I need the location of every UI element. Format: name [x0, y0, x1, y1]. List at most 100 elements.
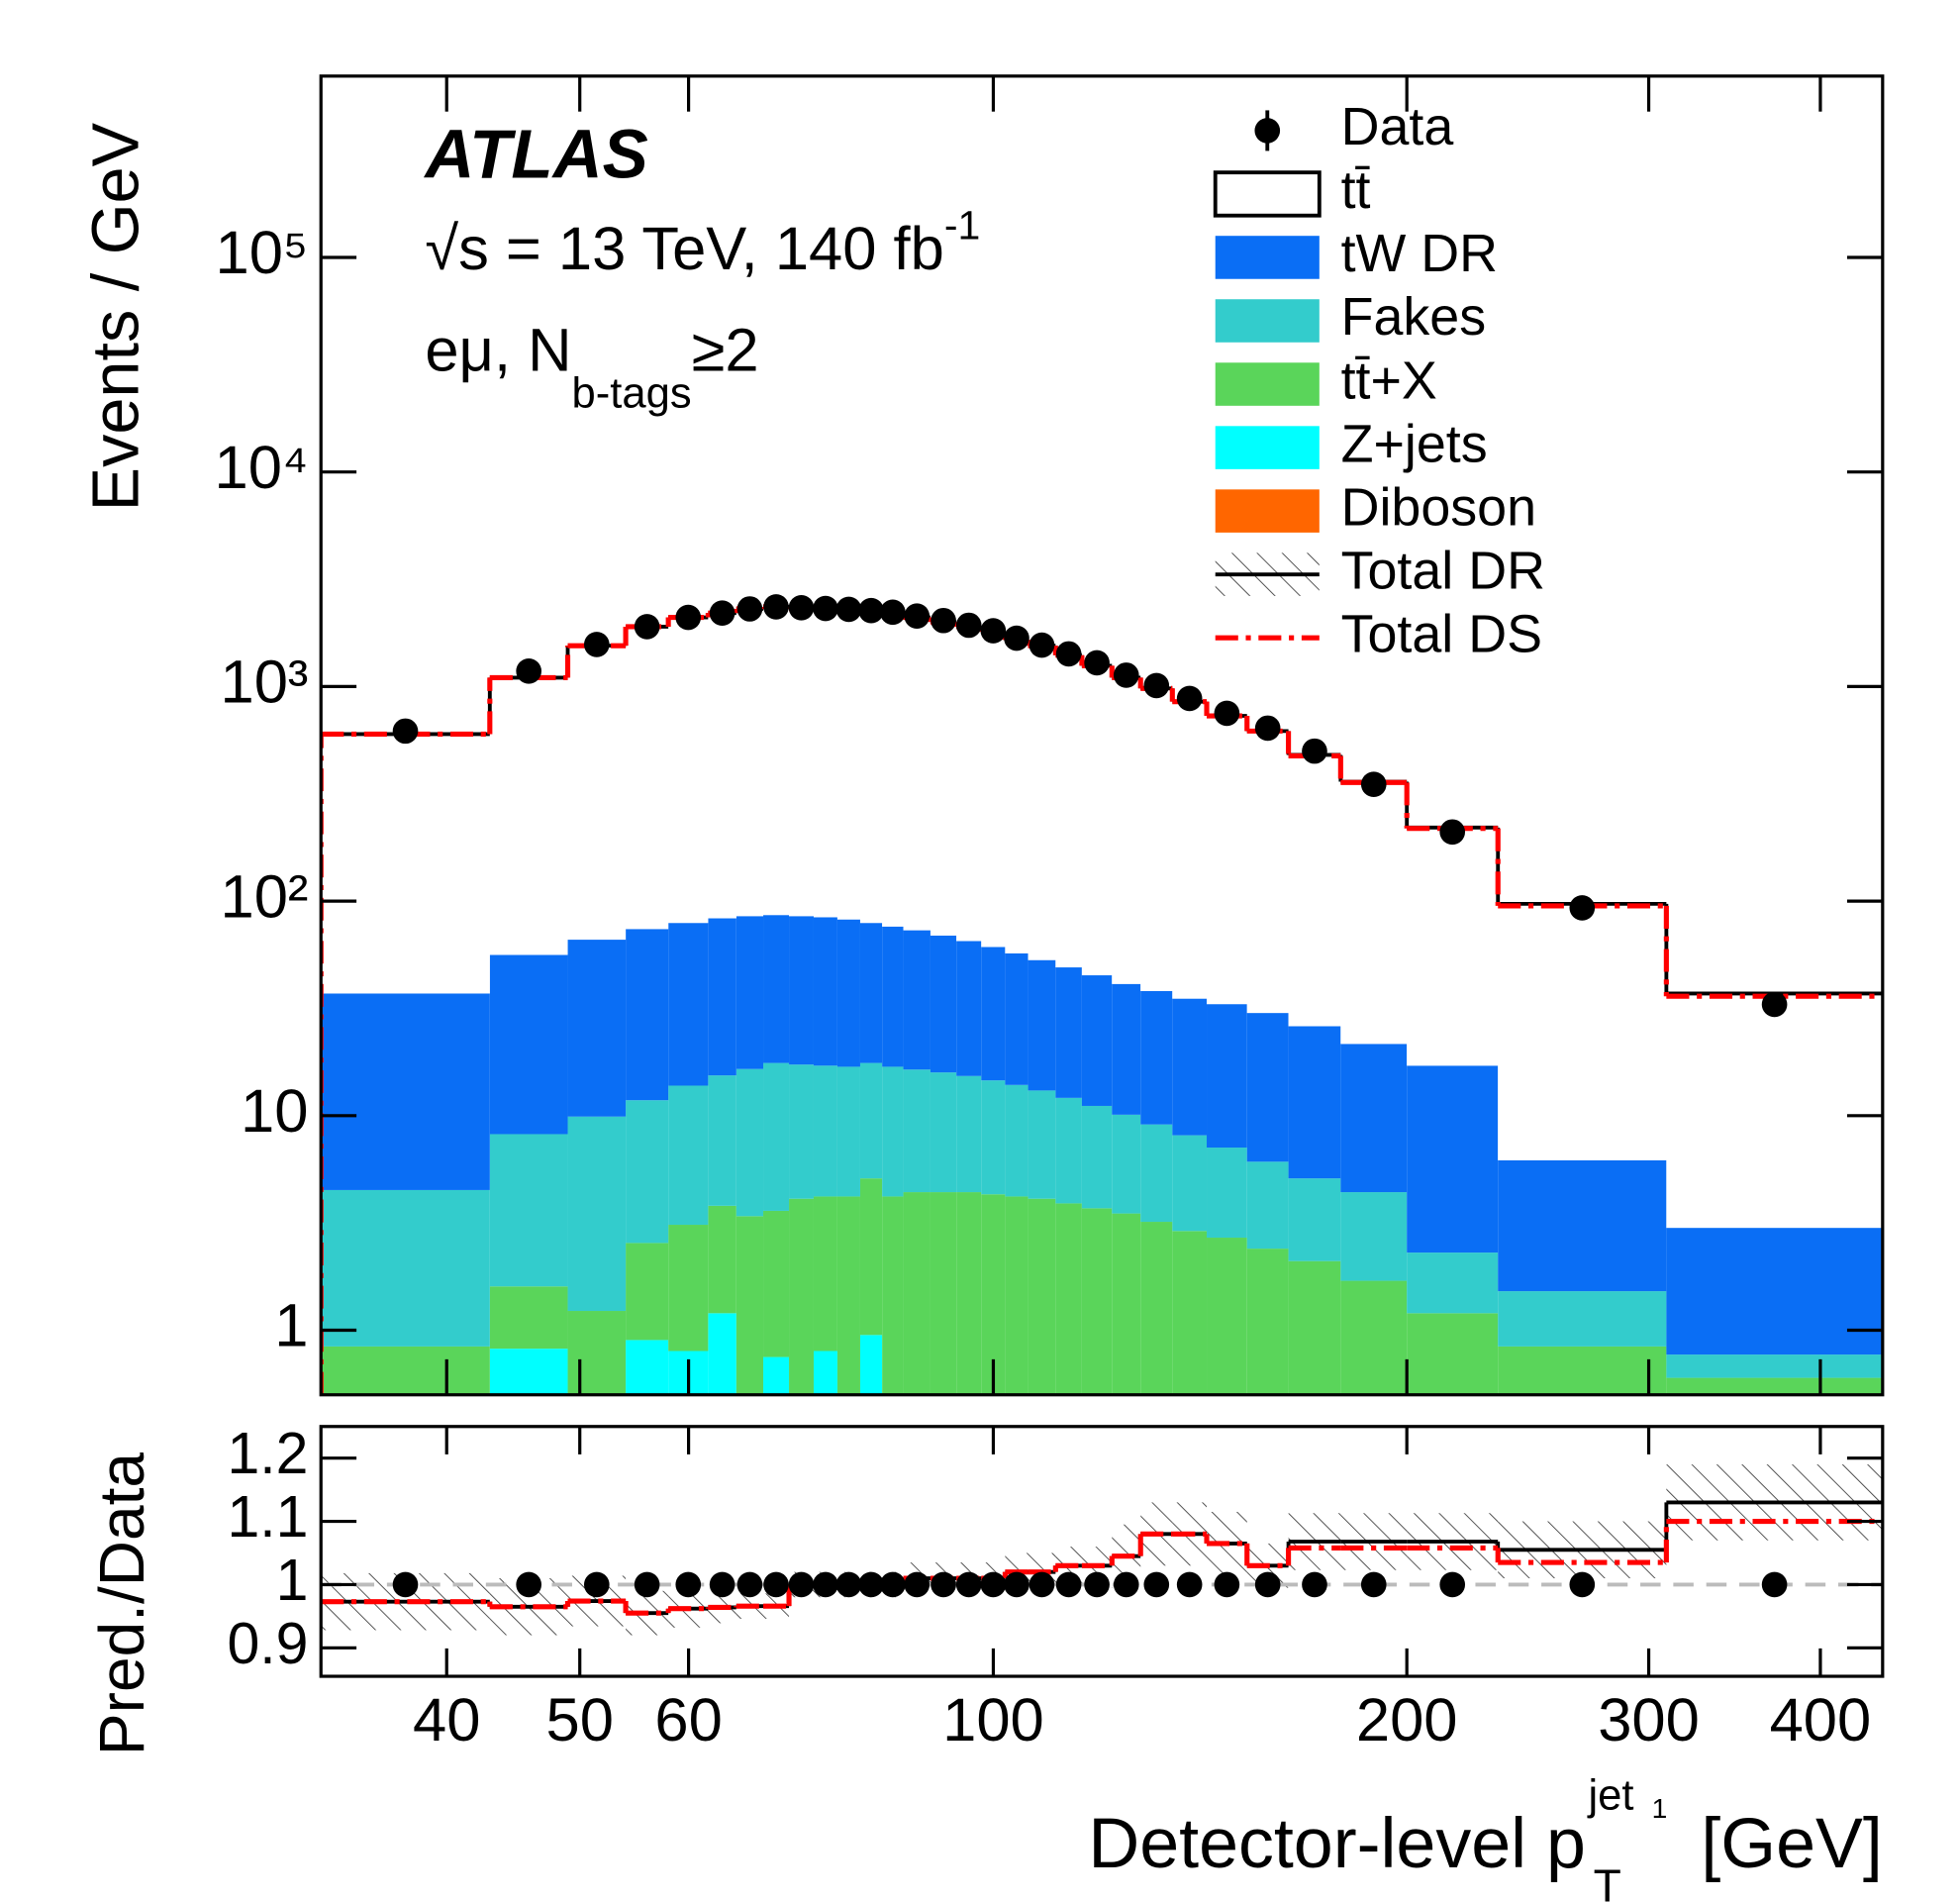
channel-text: eμ, N: [425, 317, 571, 385]
ratio-data-point: [709, 1571, 735, 1598]
stack-bar: [1112, 1114, 1141, 1214]
data-point: [904, 603, 931, 630]
data-point: [1113, 662, 1139, 688]
stack-bar: [789, 1198, 814, 1395]
legend-label: tt̄: [1341, 160, 1371, 220]
x-axis-label-sup: jet: [1587, 1771, 1634, 1819]
data-point: [1254, 715, 1281, 742]
stack-bar: [1140, 1124, 1173, 1223]
stack-bar: [882, 613, 904, 927]
legend-label: Diboson: [1341, 477, 1536, 537]
ratio-data-point: [763, 1571, 789, 1598]
ratio-data-point: [392, 1571, 419, 1598]
legend-label: tW DR: [1341, 224, 1498, 283]
ratio-data-point: [1143, 1571, 1170, 1598]
x-tick-label: 400: [1770, 1686, 1872, 1754]
stack-bar: [956, 941, 982, 1076]
x-axis-label-sub: T: [1594, 1859, 1621, 1902]
ratio-data-point: [813, 1571, 838, 1598]
stack-bar: [1005, 1084, 1029, 1197]
stack-bar: [981, 632, 1006, 948]
stack-bar: [489, 1134, 568, 1287]
stack-bar: [1407, 1313, 1499, 1395]
ratio-data-point: [1029, 1571, 1055, 1598]
x-axis-label: Detector-level p: [1088, 1804, 1586, 1883]
data-point: [1176, 685, 1203, 712]
stack-bar: [813, 917, 837, 1066]
stack-bar: [1028, 646, 1056, 960]
data-point: [813, 595, 838, 622]
main-frame: [319, 74, 1885, 1397]
stack-bar: [1246, 1249, 1289, 1395]
stack-bar: [626, 626, 669, 930]
stack-bar: [1207, 1238, 1247, 1395]
stack-bar: [1666, 993, 1883, 1229]
stack-bar: [882, 1196, 904, 1395]
ratio-data-point: [1055, 1571, 1082, 1598]
stack-bar: [930, 935, 957, 1073]
y-tick-label: 10⁴: [215, 434, 309, 502]
stack-bar: [859, 611, 883, 924]
y-axis-label: Events / GeV: [79, 122, 152, 511]
stack-bar: [859, 923, 883, 1063]
stack-bar: [1666, 1354, 1883, 1378]
main-plot: [321, 594, 1883, 1395]
stack-bar: [1172, 1135, 1208, 1232]
stack-bar: [836, 1066, 860, 1197]
stack-bar: [1288, 754, 1341, 1027]
y-tick-label: 10⁵: [215, 219, 308, 287]
y-tick-label: 1: [274, 1292, 308, 1360]
stack-bar: [321, 993, 490, 1190]
x-tick-label: 100: [942, 1686, 1044, 1754]
legend-label: Data: [1341, 97, 1454, 156]
stack-bar: [1172, 998, 1208, 1136]
legend-label: tt̄+X: [1341, 350, 1437, 410]
stack-bar: [930, 1072, 957, 1193]
stack-bar: [708, 1075, 736, 1206]
stack-bar: [1112, 1213, 1141, 1395]
ratio-data-point: [516, 1571, 541, 1598]
ratio-data-point: [1214, 1571, 1240, 1598]
data-point: [1004, 625, 1029, 651]
stack-bar: [1081, 1208, 1113, 1395]
legend-label: Total DR: [1341, 541, 1545, 600]
stack-bar: [813, 1196, 837, 1351]
ratio-data-point: [1569, 1571, 1596, 1598]
ratio-data-point: [835, 1571, 862, 1598]
ratio-data-point: [1360, 1571, 1387, 1598]
legend-symbol: [1215, 489, 1320, 533]
stack-bar: [882, 1066, 904, 1197]
stack-bar: [735, 1068, 764, 1217]
data-point: [583, 632, 610, 657]
data-point: [1569, 895, 1596, 921]
stack-bar: [668, 1085, 709, 1226]
ratio-y-tick-label: 1: [276, 1549, 309, 1613]
data-point: [880, 599, 906, 626]
legend-symbol: [1215, 299, 1320, 343]
legend-symbol: [1254, 118, 1281, 144]
stack-bar: [903, 1069, 931, 1193]
ratio-data-point: [904, 1571, 931, 1598]
stack-bar: [1028, 959, 1056, 1091]
data-point: [634, 614, 660, 640]
stack-bar: [903, 1192, 931, 1395]
x-tick-label: 50: [546, 1686, 614, 1754]
stack-bar: [813, 1065, 837, 1197]
stack-bar: [981, 1080, 1006, 1195]
stack-bar: [626, 1340, 669, 1395]
data-point: [675, 604, 702, 631]
stack-bar: [763, 606, 790, 916]
stack-bar: [708, 918, 736, 1076]
stack-bar: [1140, 688, 1173, 991]
stack-bar: [836, 1196, 860, 1395]
stack-bar: [789, 608, 814, 917]
ratio-y-tick-label: 0.9: [227, 1612, 308, 1676]
stack-bar: [626, 929, 669, 1101]
data-point: [1360, 771, 1387, 797]
stack-bar: [321, 1346, 490, 1395]
stack-bar: [1340, 1192, 1408, 1281]
stack-bar: [1140, 1222, 1173, 1395]
legend-symbol: [1215, 362, 1320, 406]
